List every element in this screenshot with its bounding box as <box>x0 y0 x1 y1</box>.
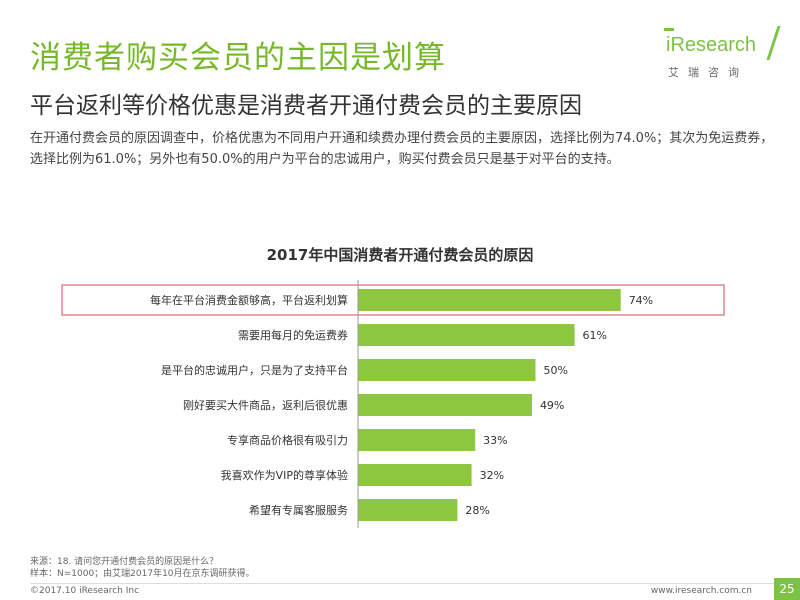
category-label-4: 专享商品价格很有吸引力 <box>227 433 348 447</box>
copyright: ©2017.10 iResearch Inc <box>30 586 140 596</box>
category-label-0: 每年在平台消费金额够高，平台返利划算 <box>150 293 348 307</box>
highlight-box <box>61 284 725 316</box>
logo-word: iResearch <box>666 34 757 56</box>
bar-3 <box>358 394 532 416</box>
source-line-2: 样本：N=1000；由艾瑞2017年10月在京东调研获得。 <box>30 569 255 579</box>
bar-6 <box>358 499 458 521</box>
value-label-4: 33% <box>483 434 507 447</box>
value-label-1: 61% <box>583 329 607 342</box>
value-label-3: 49% <box>540 399 564 412</box>
bar-2 <box>358 359 536 381</box>
footer-divider <box>30 583 775 584</box>
page-title: 消费者购买会员的主因是划算 <box>30 40 446 76</box>
value-label-2: 50% <box>544 364 568 377</box>
bar-4 <box>358 429 476 451</box>
bar-5 <box>358 464 472 486</box>
description-text: 在开通付费会员的原因调查中，价格优惠为不同用户开通和续费办理付费会员的主要原因，… <box>30 131 774 167</box>
category-label-1: 需要用每月的免运费券 <box>238 328 348 342</box>
value-label-6: 28% <box>465 504 489 517</box>
chart-title: 2017年中国消费者开通付费会员的原因 <box>266 246 534 264</box>
category-label-6: 希望有专属客服服务 <box>249 503 348 517</box>
website-link[interactable]: www.iresearch.com.cn <box>650 586 752 596</box>
logo-slash <box>766 26 781 60</box>
source-note: 来源：18. 请问您开通付费会员的原因是什么？ 样本：N=1000；由艾瑞201… <box>30 556 255 580</box>
iresearch-logo: iResearch 艾瑞咨询 <box>660 22 785 84</box>
page-number: 25 <box>774 578 800 600</box>
bar-chart: 每年在平台消费金额够高，平台返利划算 74% 需要用每月的免运费券 61% 是平台的忠诚… <box>61 280 725 528</box>
value-label-0: 74% <box>629 294 653 307</box>
page-subtitle: 平台返利等价格优惠是消费者开通付费会员的主要原因 <box>30 93 582 119</box>
bar-1 <box>358 324 575 346</box>
logo-accent-bar <box>664 28 674 31</box>
source-line-1: 来源：18. 请问您开通付费会员的原因是什么？ <box>30 557 219 567</box>
category-label-2: 是平台的忠诚用户，只是为了支持平台 <box>161 363 348 377</box>
value-label-5: 32% <box>480 469 504 482</box>
category-label-5: 我喜欢作为VIP的尊享体验 <box>221 468 348 482</box>
category-label-3: 刚好要买大件商品，返利后很优惠 <box>183 398 348 412</box>
bar-0 <box>358 289 621 311</box>
logo-chinese: 艾瑞咨询 <box>668 66 748 79</box>
